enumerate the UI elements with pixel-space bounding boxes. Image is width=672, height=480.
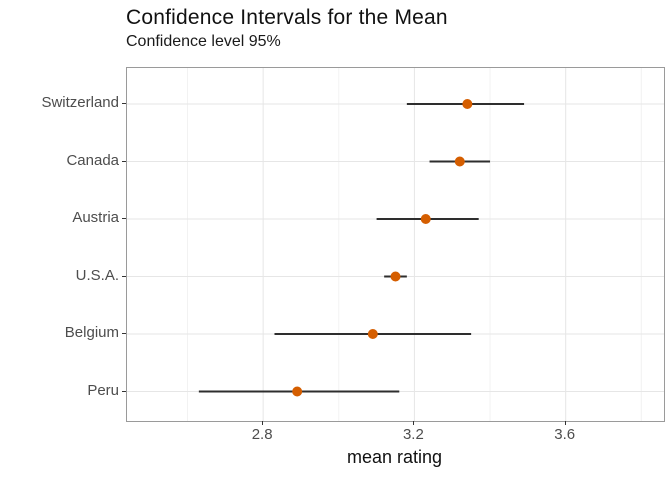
mean-point [462, 99, 473, 109]
x-axis-tick [564, 421, 566, 425]
y-axis-tick [122, 333, 126, 334]
y-axis-label: Austria [72, 209, 119, 226]
x-axis-label: 2.8 [251, 426, 273, 443]
y-axis-tick [122, 103, 126, 104]
x-axis-title: mean rating [346, 447, 443, 467]
y-axis-tick [122, 218, 126, 219]
plot-panel [126, 67, 665, 422]
y-axis-label: Switzerland [41, 94, 119, 111]
y-axis-label: Peru [87, 381, 119, 399]
x-axis-label: 3.2 [402, 426, 424, 443]
x-axis-tick [413, 421, 415, 425]
y-axis-label: Canada [66, 151, 119, 169]
x-axis-tick [262, 421, 264, 425]
mean-point [367, 329, 378, 339]
mean-point [454, 156, 465, 167]
x-axis-label: 3.6 [554, 426, 576, 443]
mean-point [292, 386, 303, 397]
y-axis-label: Belgium [64, 324, 119, 341]
y-axis-tick [122, 275, 126, 277]
mean-point [390, 271, 401, 282]
y-axis-tick [122, 390, 126, 392]
y-axis-label: U.S.A. [75, 266, 119, 284]
chart-subtitle: Confidence level 95% [126, 33, 281, 50]
y-axis-tick [122, 160, 126, 162]
chart-title: Confidence Intervals for the Mean [126, 6, 448, 29]
mean-point [420, 214, 431, 224]
plot-area [127, 68, 664, 421]
